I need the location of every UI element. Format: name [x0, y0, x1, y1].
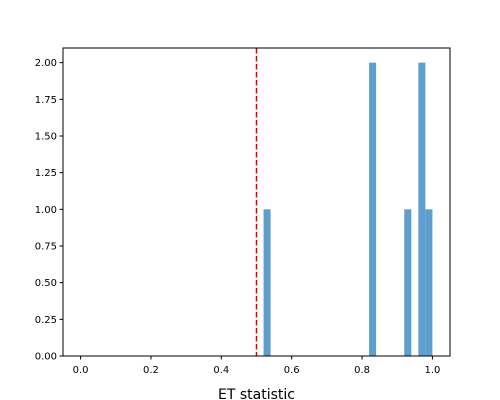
y-tick-label: 0.25	[35, 315, 57, 326]
y-ticks: 0.00 0.25 0.50 0.75 1.00 1.25 1.50 1.75 2.00	[35, 58, 63, 363]
y-tick-label: 1.25	[35, 168, 57, 179]
y-tick-label: 1.00	[35, 205, 57, 216]
y-tick-label: 0.75	[35, 242, 57, 253]
x-tick-label: 0.6	[284, 365, 300, 376]
y-tick-label: 1.75	[35, 95, 57, 106]
bars-layer	[263, 62, 433, 357]
x-tick-label: 0.8	[354, 365, 370, 376]
y-tick-label: 0.00	[35, 352, 57, 363]
x-ticks: 0.0 0.2 0.4 0.6 0.8 1.0	[73, 356, 440, 376]
y-tick-label: 1.50	[35, 132, 57, 143]
y-tick-label: 2.00	[35, 58, 57, 69]
histogram-bar-2	[404, 209, 412, 356]
y-tick-label: 0.50	[35, 278, 57, 289]
x-tick-label: 1.0	[424, 365, 440, 376]
x-tick-label: 0.0	[73, 365, 89, 376]
x-axis-label: ET statistic	[218, 387, 295, 400]
histogram-bar-1	[369, 62, 377, 357]
histogram-bar-0	[263, 209, 271, 356]
histogram-bar-4	[425, 209, 433, 356]
histogram-bar-3	[418, 62, 426, 357]
x-tick-label: 0.4	[213, 365, 229, 376]
plot-frame	[62, 47, 451, 357]
x-tick-label: 0.2	[143, 365, 159, 376]
